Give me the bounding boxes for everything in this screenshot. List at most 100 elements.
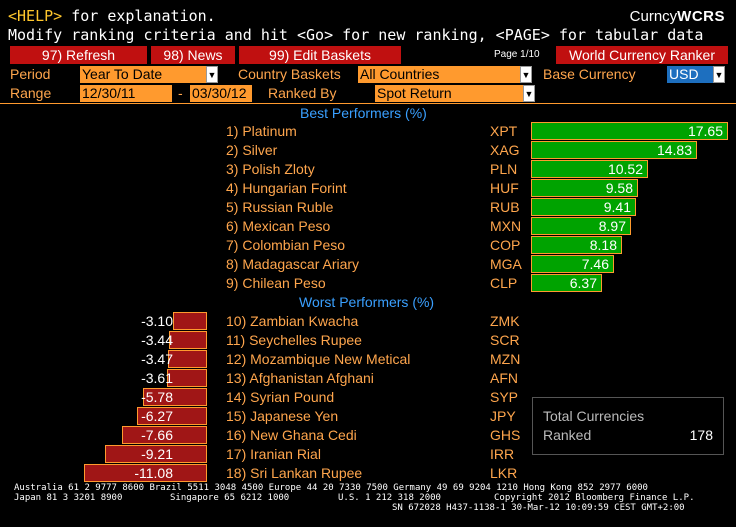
worst-row-code: AFN — [490, 370, 518, 386]
page-indicator: Page 1/10 — [494, 49, 540, 60]
period-label: Period — [10, 66, 51, 82]
base-currency-label: Base Currency — [543, 66, 636, 82]
total-currencies-box: Total Currencies Ranked 178 — [532, 397, 724, 455]
worst-bar — [143, 388, 207, 406]
help-key[interactable]: <HELP> — [8, 7, 63, 25]
country-baskets-label: Country Baskets — [238, 66, 341, 82]
footer-singapore: Singapore 65 6212 1000 — [170, 493, 290, 503]
worst-row-name: 12) Mozambique New Metical — [226, 351, 411, 367]
best-bar: 7.46 — [531, 255, 614, 273]
best-row-name: 7) Colombian Peso — [226, 237, 346, 253]
best-row-name: 4) Hungarian Forint — [226, 180, 347, 196]
footer-us: U.S. 1 212 318 2000 — [338, 493, 441, 503]
worst-bar — [137, 407, 207, 425]
footer-contacts-line1: Australia 61 2 9777 8600 Brazil 5511 304… — [14, 483, 648, 493]
best-row-name: 9) Chilean Peso — [226, 275, 326, 291]
worst-bar-value: -3.47 — [141, 351, 173, 367]
worst-row-name: 16) New Ghana Cedi — [226, 427, 357, 443]
best-bar: 9.41 — [531, 198, 636, 216]
worst-row-name: 18) Sri Lankan Rupee — [226, 465, 363, 481]
worst-bar — [105, 445, 207, 463]
best-bar: 8.18 — [531, 236, 622, 254]
worst-bar-value: -6.27 — [141, 408, 173, 424]
best-bar: 6.37 — [531, 274, 602, 292]
best-bar: 14.83 — [531, 141, 697, 159]
worst-bar-value: -9.21 — [141, 446, 173, 462]
worst-row-code: SYP — [490, 389, 519, 405]
period-select[interactable]: Year To Date — [80, 66, 206, 83]
best-row-code: XPT — [490, 123, 518, 139]
country-baskets-select[interactable]: All Countries — [358, 66, 520, 83]
range-separator: - — [178, 85, 183, 101]
worst-bar-value: -5.78 — [141, 389, 173, 405]
brand-prefix: Curncy — [629, 8, 678, 25]
period-dropdown-icon[interactable]: ▼ — [206, 66, 218, 83]
worst-performers-title: Worst Performers (%) — [299, 294, 435, 310]
total-ranked-label: Ranked — [543, 427, 592, 443]
worst-bar-value: -7.66 — [141, 427, 173, 443]
worst-bar — [84, 464, 207, 482]
worst-bar — [169, 331, 207, 349]
best-row-name: 1) Platinum — [226, 123, 297, 139]
worst-row-code: JPY — [490, 408, 516, 424]
best-row-code: MGA — [490, 256, 522, 272]
range-label: Range — [10, 85, 52, 101]
worst-row-name: 15) Japanese Yen — [226, 408, 339, 424]
worst-row-name: 14) Syrian Pound — [226, 389, 335, 405]
worst-row-name: 10) Zambian Kwacha — [226, 313, 359, 329]
refresh-button[interactable]: 97) Refresh — [10, 46, 147, 64]
worst-bar — [168, 350, 207, 368]
help-text: for explanation. — [62, 7, 216, 25]
base-currency-select[interactable]: USD — [667, 66, 713, 83]
best-row-name: 8) Madagascar Ariary — [226, 256, 360, 272]
worst-bar-value: -3.44 — [141, 332, 173, 348]
worst-row-code: MZN — [490, 351, 521, 367]
help-hint: <HELP> for explanation. — [8, 7, 216, 25]
best-row-code: CLP — [490, 275, 518, 291]
worst-row-code: GHS — [490, 427, 521, 443]
worst-row-code: SCR — [490, 332, 520, 348]
base-currency-dropdown-icon[interactable]: ▼ — [713, 66, 725, 83]
footer-session-info: SN 672028 H437-1138-1 30-Mar-12 10:09:59… — [392, 503, 685, 513]
function-brand: CurncyWCRS — [630, 8, 725, 25]
ranked-by-dropdown-icon[interactable]: ▼ — [523, 85, 535, 102]
instructions-text: Modify ranking criteria and hit <Go> for… — [8, 26, 704, 44]
worst-bar-value: -3.61 — [141, 370, 173, 386]
ranked-by-select[interactable]: Spot Return — [375, 85, 523, 102]
best-bar: 8.97 — [531, 217, 631, 235]
worst-row-name: 11) Seychelles Rupee — [226, 332, 362, 348]
total-currencies-label: Total Currencies — [543, 408, 645, 424]
worst-bar — [167, 369, 207, 387]
worst-row-name: 13) Afghanistan Afghani — [226, 370, 374, 386]
best-row-name: 3) Polish Zloty — [226, 161, 315, 177]
worst-bar-value: -3.10 — [141, 313, 173, 329]
worst-row-name: 17) Iranian Rial — [226, 446, 321, 462]
brand-code: WCRS — [677, 8, 725, 25]
worst-row-code: LKR — [490, 465, 518, 481]
best-row-name: 2) Silver — [226, 142, 278, 158]
range-end-input[interactable]: 03/30/12 — [190, 85, 252, 102]
ranked-by-label: Ranked By — [268, 85, 337, 101]
best-row-code: HUF — [490, 180, 519, 196]
best-performers-title: Best Performers (%) — [300, 105, 427, 121]
total-ranked-count: 178 — [689, 427, 713, 443]
ranker-title: World Currency Ranker — [556, 46, 728, 64]
worst-bar — [122, 426, 207, 444]
worst-bar-value: -11.08 — [134, 465, 173, 481]
best-row-code: MXN — [490, 218, 522, 234]
best-bar: 17.65 — [531, 122, 728, 140]
worst-bar — [173, 312, 207, 330]
range-start-input[interactable]: 12/30/11 — [80, 85, 172, 102]
best-row-name: 6) Mexican Peso — [226, 218, 331, 234]
worst-row-code: IRR — [490, 446, 515, 462]
footer-japan: Japan 81 3 3201 8900 — [14, 493, 123, 503]
best-row-name: 5) Russian Ruble — [226, 199, 334, 215]
best-row-code: PLN — [490, 161, 518, 177]
best-row-code: XAG — [490, 142, 520, 158]
country-baskets-dropdown-icon[interactable]: ▼ — [520, 66, 532, 83]
best-row-code: COP — [490, 237, 521, 253]
worst-row-code: ZMK — [490, 313, 520, 329]
edit-baskets-button[interactable]: 99) Edit Baskets — [239, 46, 401, 64]
best-row-code: RUB — [490, 199, 520, 215]
news-button[interactable]: 98) News — [151, 46, 235, 64]
